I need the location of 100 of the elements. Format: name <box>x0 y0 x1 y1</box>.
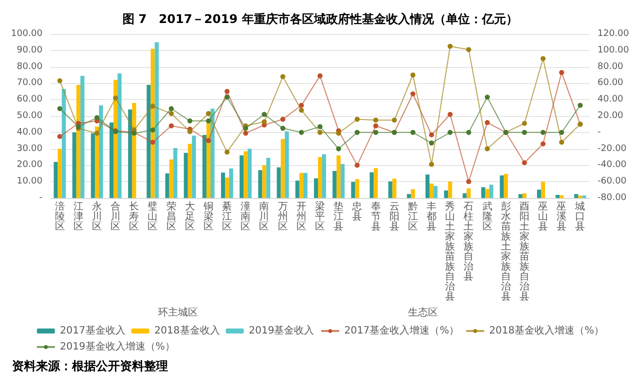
x-tick-label: 武隆区 <box>482 200 492 232</box>
bar <box>154 42 159 198</box>
point <box>559 130 564 135</box>
bar <box>146 84 151 198</box>
bar <box>280 138 285 198</box>
y2-tick-label: -80.00 <box>598 193 627 203</box>
legend-label: 2019基金收入增速（%） <box>60 340 175 352</box>
point <box>168 123 174 128</box>
y2-tick-label: 40.00 <box>598 94 624 105</box>
point <box>466 47 472 52</box>
bar <box>54 162 58 198</box>
x-tick-label: 黔江区 <box>406 200 418 232</box>
point <box>484 120 490 126</box>
point <box>484 146 490 152</box>
bar <box>500 175 504 198</box>
x-tick-label: 铜梁区 <box>202 202 214 232</box>
legend-label: 2018基金收入增速（%） <box>489 324 604 336</box>
x-tick-label: 城口县 <box>574 200 586 232</box>
point <box>280 126 286 131</box>
point <box>168 106 174 112</box>
point <box>429 140 434 146</box>
bar <box>430 184 434 198</box>
bar <box>355 179 360 198</box>
point <box>224 88 230 94</box>
point <box>187 129 192 134</box>
x-tick-label: 合川区 <box>110 200 121 232</box>
point <box>354 130 360 135</box>
bar <box>98 105 103 198</box>
bar <box>192 136 196 198</box>
bar <box>169 159 174 198</box>
bar <box>340 164 345 198</box>
bar <box>322 154 326 198</box>
point <box>94 115 100 120</box>
bar <box>518 194 522 198</box>
bar <box>489 184 494 198</box>
point <box>373 123 378 128</box>
point <box>578 102 583 108</box>
text: 生态区 <box>408 306 438 318</box>
y2-tick-label: 20.00 <box>598 111 624 121</box>
point <box>448 44 453 49</box>
point <box>410 91 416 96</box>
point <box>540 56 546 62</box>
category-label: 秀山土家族苗族自治县 <box>445 202 456 302</box>
point <box>540 130 546 135</box>
bar <box>90 133 95 198</box>
bar <box>165 173 170 198</box>
point <box>206 138 211 144</box>
legend-label: 2018基金收入 <box>154 324 220 336</box>
x-tick-label: 万州区 <box>278 202 288 232</box>
point <box>243 130 248 136</box>
y-tick-label: - <box>39 193 42 203</box>
x-tick-label: 石柱土家族自治县 <box>464 202 474 282</box>
y2-tick-label: -20.00 <box>598 144 627 154</box>
point <box>410 72 416 78</box>
bar <box>295 180 300 198</box>
x-tick-label: 开州区 <box>296 202 306 232</box>
point <box>373 130 378 135</box>
point <box>410 130 416 135</box>
point <box>484 94 490 100</box>
point <box>373 118 378 123</box>
bar <box>485 188 490 198</box>
y2-tick-label: - <box>598 127 601 138</box>
y2-tick-label: 60.00 <box>598 78 624 88</box>
bar <box>248 148 252 198</box>
point <box>392 118 397 123</box>
bar <box>202 134 206 198</box>
bar <box>173 148 178 198</box>
point <box>168 111 174 116</box>
bar <box>351 182 356 198</box>
bar <box>434 186 438 198</box>
point <box>113 95 118 100</box>
bar <box>221 172 226 198</box>
point <box>206 111 211 116</box>
bar <box>370 172 374 198</box>
point <box>298 130 304 135</box>
bar <box>560 195 564 198</box>
bar <box>76 84 80 198</box>
category-label: 彭水苗族土家族自治县 <box>500 202 511 302</box>
bar <box>392 178 396 198</box>
category-label: 酉阳土家族苗族自治县 <box>519 202 530 302</box>
bar <box>299 172 304 198</box>
point <box>150 104 156 109</box>
point <box>466 179 472 184</box>
point <box>318 73 322 78</box>
point <box>262 112 267 117</box>
bar <box>425 174 430 198</box>
point <box>298 102 304 108</box>
bar <box>462 193 467 198</box>
bar <box>504 174 508 198</box>
bar <box>541 182 546 198</box>
bar <box>410 189 415 198</box>
y-tick-label: 60.00 <box>16 94 43 105</box>
point <box>522 160 527 166</box>
point <box>429 162 434 167</box>
point <box>559 70 564 76</box>
bar <box>114 80 118 198</box>
y2-tick-label: 100.00 <box>598 45 630 56</box>
x-tick-label: 大足区 <box>184 200 195 232</box>
bar <box>318 157 322 198</box>
point <box>522 130 527 135</box>
